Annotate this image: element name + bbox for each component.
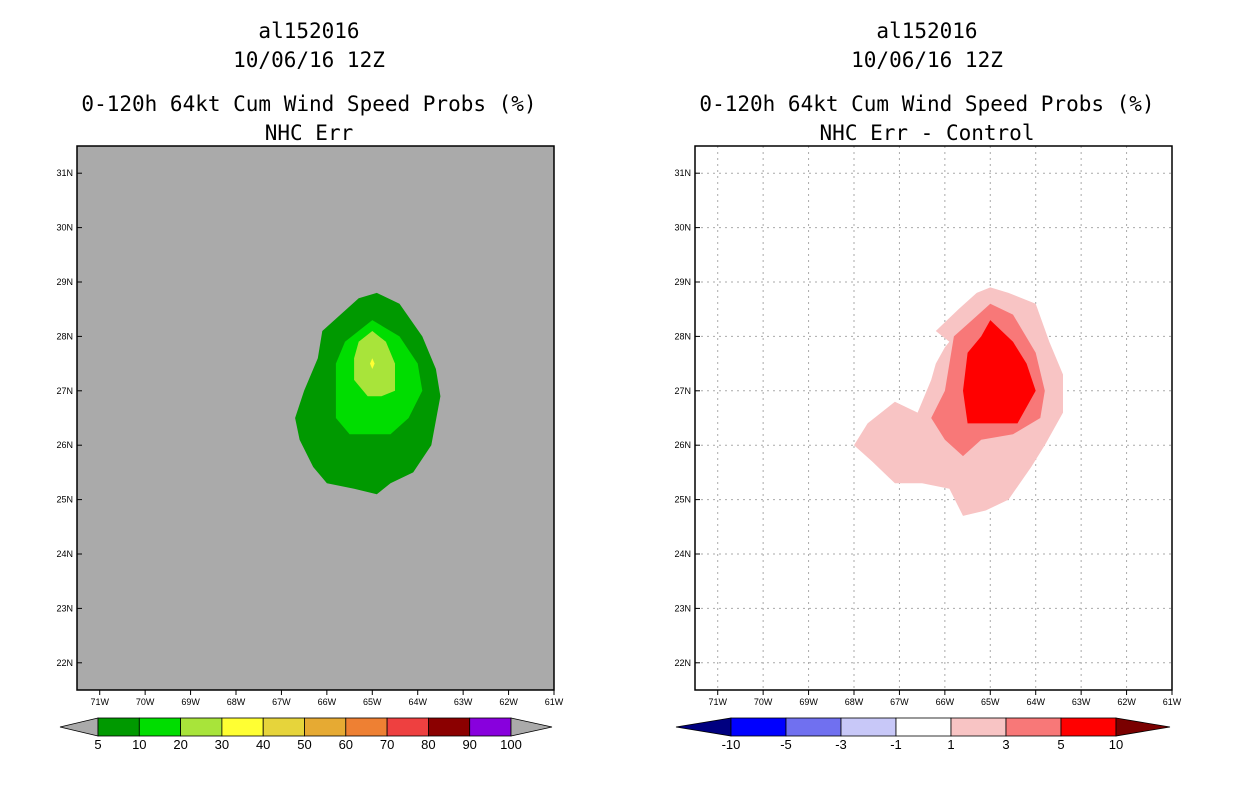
colorbar-box [180, 717, 223, 737]
x-tick-label: 68W [227, 697, 246, 707]
colorbar-box [785, 717, 842, 737]
colorbar-box [427, 717, 471, 737]
colorbar-box [304, 717, 347, 737]
x-tick-label: 63W [1072, 697, 1091, 707]
colorbar-label: 10 [1109, 737, 1123, 752]
colorbar-label: 1 [947, 737, 954, 752]
y-tick-label: 25N [674, 495, 691, 505]
plot-frame [76, 145, 555, 691]
colorbar-box [730, 717, 787, 737]
colorbar-label: 10 [132, 737, 146, 752]
y-tick-label: 30N [56, 223, 73, 233]
x-tick-label: 68W [845, 697, 864, 707]
y-tick-label: 24N [674, 549, 691, 559]
y-tick-label: 26N [56, 440, 73, 450]
colorbar-box [386, 717, 429, 737]
colorbar-box [97, 717, 140, 737]
y-tick-label: 27N [56, 386, 73, 396]
panel-2-title-line-3: 0-120h 64kt Cum Wind Speed Probs (%) [699, 92, 1154, 116]
x-tick-label: 61W [545, 697, 564, 707]
colorbar-label: 3 [1002, 737, 1009, 752]
panel-1-title-line-4: NHC Err [265, 121, 354, 145]
x-tick-label: 65W [363, 697, 382, 707]
panel-2-title-line-4: NHC Err - Control [820, 121, 1035, 145]
colorbar-label: 20 [173, 737, 187, 752]
y-tick-label: 29N [56, 277, 73, 287]
panel-2: al152016 10/06/16 12Z 0-120h 64kt Cum Wind… [674, 19, 1181, 752]
panel-1-title-line-1: al152016 [258, 19, 359, 43]
colorbar-label: 70 [380, 737, 394, 752]
x-tick-label: 61W [1163, 697, 1182, 707]
colorbar-label: 90 [462, 737, 476, 752]
x-tick-label: 70W [136, 697, 155, 707]
colorbar-box [1005, 717, 1062, 737]
y-tick-label: 22N [56, 658, 73, 668]
colorbar-box [895, 717, 952, 737]
colorbar-under-triangle [675, 717, 732, 737]
colorbar-box [345, 717, 388, 737]
panel-1-title-line-3: 0-120h 64kt Cum Wind Speed Probs (%) [81, 92, 536, 116]
panel-1-title-line-2: 10/06/16 12Z [233, 48, 385, 72]
y-tick-label: 23N [674, 603, 691, 613]
colorbar-label: 60 [339, 737, 353, 752]
y-tick-label: 24N [56, 549, 73, 559]
contour-level-30 [370, 358, 375, 369]
x-tick-label: 67W [272, 697, 291, 707]
colorbar-label: -1 [890, 737, 902, 752]
y-tick-label: 30N [674, 223, 691, 233]
colorbar-box [221, 717, 264, 737]
colorbar-box [469, 717, 512, 737]
plot-frame [694, 145, 1173, 691]
colorbar-box [950, 717, 1007, 737]
x-tick-label: 71W [708, 697, 727, 707]
colorbar-box [1060, 717, 1117, 737]
colorbar-box [138, 717, 182, 737]
colorbar-label: -10 [722, 737, 741, 752]
colorbar-label: 80 [421, 737, 435, 752]
colorbar-over-triangle [510, 717, 553, 737]
y-tick-label: 31N [674, 168, 691, 178]
panel-2-title-line-2: 10/06/16 12Z [851, 48, 1003, 72]
y-tick-label: 28N [56, 331, 73, 341]
contour-level-5 [963, 320, 1036, 424]
colorbar-label: 50 [297, 737, 311, 752]
colorbar-label: 30 [215, 737, 229, 752]
colorbar-label: 5 [94, 737, 101, 752]
y-tick-label: 29N [674, 277, 691, 287]
x-tick-label: 69W [181, 697, 200, 707]
y-tick-label: 26N [674, 440, 691, 450]
y-tick-label: 31N [56, 168, 73, 178]
y-tick-label: 25N [56, 495, 73, 505]
colorbar-label: 40 [256, 737, 270, 752]
x-tick-label: 66W [936, 697, 955, 707]
colorbar-box [840, 717, 897, 737]
y-tick-label: 28N [674, 331, 691, 341]
colorbar-over-triangle [1115, 717, 1171, 737]
x-tick-label: 71W [90, 697, 109, 707]
colorbar-label: -5 [780, 737, 792, 752]
panel-2-title-line-1: al152016 [876, 19, 977, 43]
y-tick-label: 22N [674, 658, 691, 668]
x-tick-label: 67W [890, 697, 909, 707]
x-tick-label: 64W [408, 697, 427, 707]
x-tick-label: 65W [981, 697, 1000, 707]
y-tick-label: 27N [674, 386, 691, 396]
x-tick-label: 62W [1117, 697, 1136, 707]
x-tick-label: 63W [454, 697, 473, 707]
colorbar-under-triangle [59, 717, 99, 737]
x-tick-label: 69W [799, 697, 818, 707]
panel-1: al152016 10/06/16 12Z 0-120h 64kt Cum Wind… [56, 19, 563, 752]
colorbar-label: -3 [835, 737, 847, 752]
x-tick-label: 70W [754, 697, 773, 707]
x-tick-label: 66W [318, 697, 337, 707]
colorbar-box [262, 717, 305, 737]
x-tick-label: 64W [1026, 697, 1045, 707]
colorbar-label: 5 [1057, 737, 1064, 752]
colorbar-label: 100 [500, 737, 522, 752]
x-tick-label: 62W [499, 697, 518, 707]
y-tick-label: 23N [56, 603, 73, 613]
